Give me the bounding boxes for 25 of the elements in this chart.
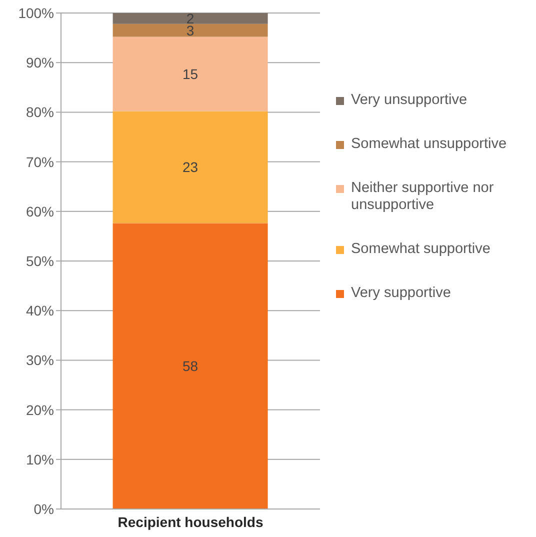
y-tick-label: 90% [26,54,54,71]
y-tick-label: 60% [26,203,54,220]
legend-label: Somewhat supportive [351,241,492,258]
y-tick-label: 40% [26,302,54,319]
x-tick-label: Recipient households [118,514,264,530]
y-tick-label: 100% [18,4,54,21]
legend-label: Neither supportive nor unsupportive [351,180,495,214]
y-tick-label: 20% [26,402,54,418]
legend-label: Very unsupportive [351,92,468,109]
y-tick-label: 0% [34,500,54,517]
bar [112,13,268,24]
data-label: 58 [182,358,198,374]
bar [112,36,268,112]
y-tick-label: 10% [26,451,54,468]
y-tick-label: 70% [26,154,54,170]
data-label: 15 [182,66,198,82]
y-tick-label: 50% [26,252,54,269]
legend-label: Somewhat unsupportive [351,136,508,153]
bar [112,111,268,224]
bar [112,223,268,509]
bar [112,24,268,37]
data-label: 23 [182,159,198,176]
y-tick-label: 30% [26,352,54,368]
legend-label: Very supportive [351,285,452,302]
y-tick-label: 80% [26,104,54,120]
